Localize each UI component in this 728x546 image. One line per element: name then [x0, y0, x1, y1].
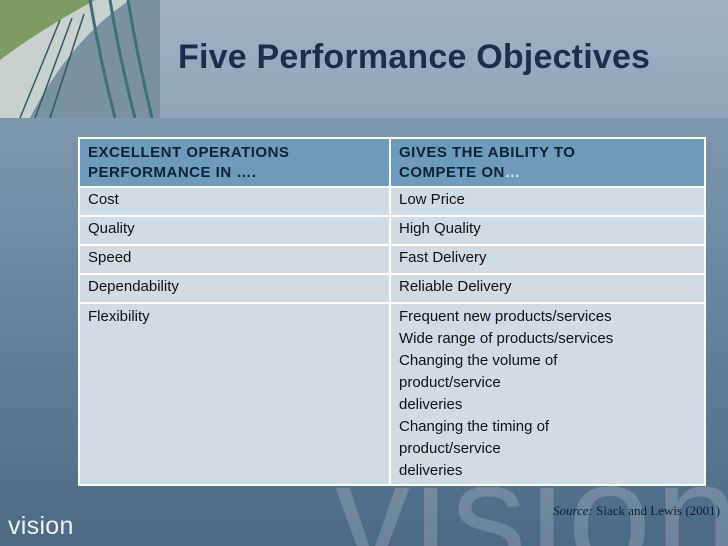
ability-cell: Fast Delivery [389, 244, 706, 275]
header-operations-line1: EXCELLENT OPERATIONS [88, 144, 290, 161]
source-label: Source: [552, 503, 593, 518]
ability-line: deliveries [399, 462, 463, 479]
objective-cell: Dependability [78, 273, 391, 304]
source-citation: Source: Slack and Lewis (2001) [553, 503, 720, 519]
objective-cell: Flexibility [78, 302, 391, 486]
header-operations: EXCELLENT OPERATIONS PERFORMANCE IN …. [78, 137, 391, 188]
objective-cell: Speed [78, 244, 391, 275]
table-row: Dependability Reliable Delivery [78, 273, 706, 304]
header-ability-ellipsis: … [504, 164, 521, 181]
ability-line: Wide range of products/services [399, 330, 614, 347]
source-text: Slack and Lewis (2001) [596, 503, 720, 518]
objectives-table: EXCELLENT OPERATIONS PERFORMANCE IN …. G… [78, 137, 706, 486]
table-row: Cost Low Price [78, 186, 706, 217]
ability-cell-multiline: Frequent new products/services Wide rang… [389, 302, 706, 486]
ability-cell: Low Price [389, 186, 706, 217]
table-row: Quality High Quality [78, 215, 706, 246]
ability-cell: Reliable Delivery [389, 273, 706, 304]
ability-line: Changing the volume of [399, 352, 558, 369]
header-operations-line2: PERFORMANCE IN …. [88, 164, 257, 181]
table-header-row: EXCELLENT OPERATIONS PERFORMANCE IN …. G… [78, 137, 706, 188]
vision-logo: vision [8, 512, 74, 540]
objective-cell: Quality [78, 215, 391, 246]
ability-line: Frequent new products/services [399, 308, 612, 325]
ability-line: deliveries [399, 396, 463, 413]
table-row: Speed Fast Delivery [78, 244, 706, 275]
ability-line: product/service [399, 374, 501, 391]
slide-title: Five Performance Objectives [178, 38, 651, 76]
ability-line: product/service [399, 440, 501, 457]
table-row: Flexibility Frequent new products/servic… [78, 302, 706, 486]
header-ability: GIVES THE ABILITY TO COMPETE ON… [389, 137, 706, 188]
header-ability-line1: GIVES THE ABILITY TO [399, 144, 576, 161]
objective-cell: Cost [78, 186, 391, 217]
ability-line: Changing the timing of [399, 418, 550, 435]
header-ability-line2: COMPETE ON [399, 164, 505, 181]
bridge-photo [0, 0, 160, 118]
ability-cell: High Quality [389, 215, 706, 246]
bridge-illustration [0, 0, 160, 118]
